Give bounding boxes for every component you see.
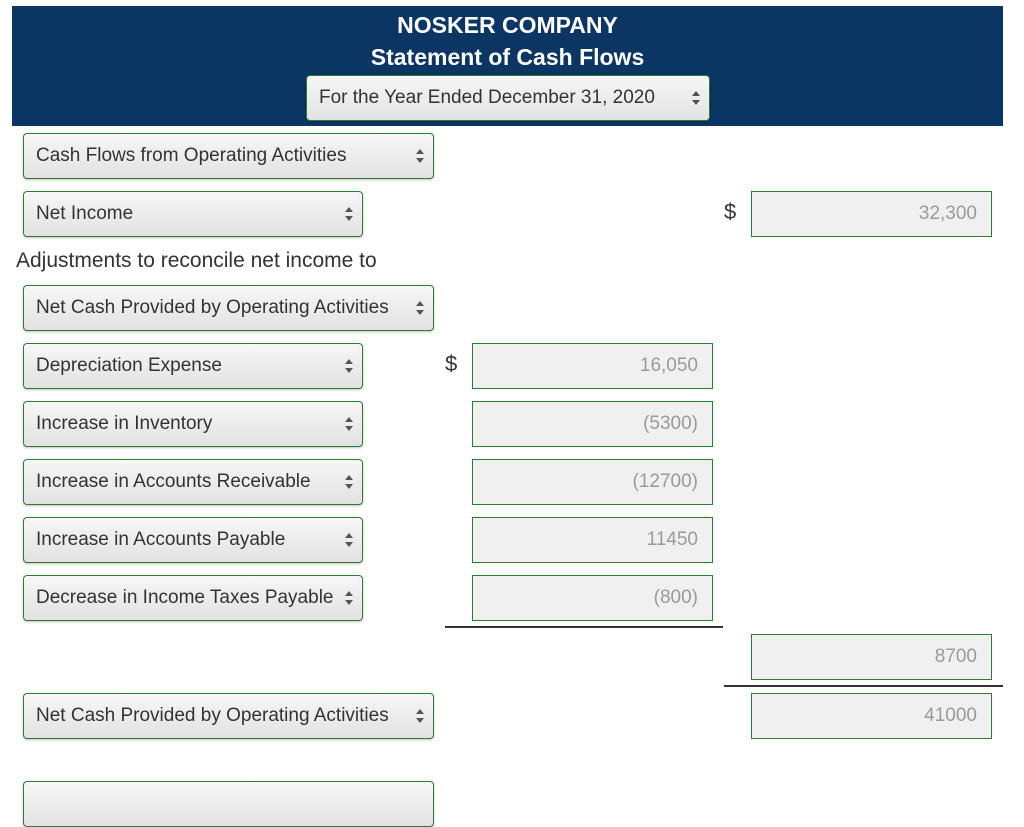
adjustment-select-depreciation[interactable]: Depreciation Expense xyxy=(23,343,363,389)
adjustments-select[interactable]: Net Cash Provided by Operating Activitie… xyxy=(23,285,434,331)
period-select-label: For the Year Ended December 31, 2020 xyxy=(319,87,655,108)
adjustment-select-income-taxes[interactable]: Decrease in Income Taxes Payable xyxy=(23,575,363,621)
section-select-label: Cash Flows from Operating Activities xyxy=(36,145,347,166)
updown-caret-icon xyxy=(416,301,424,315)
adjustment-select-label: Decrease in Income Taxes Payable xyxy=(36,587,334,608)
adjustment-select-inventory[interactable]: Increase in Inventory xyxy=(23,401,363,447)
adjustments-text: Adjustments to reconcile net income to xyxy=(16,249,377,272)
adjustment-select-label: Increase in Accounts Receivable xyxy=(36,471,311,492)
updown-caret-icon xyxy=(416,709,424,723)
net-income-select[interactable]: Net Income xyxy=(23,191,363,237)
net-cash-select[interactable]: Net Cash Provided by Operating Activitie… xyxy=(23,693,434,739)
adjustment-input-inventory[interactable]: (5300) xyxy=(472,401,713,447)
net-income-input[interactable]: 32,300 xyxy=(751,191,992,237)
updown-caret-icon xyxy=(345,417,353,431)
net-cash-input[interactable]: 41000 xyxy=(751,693,992,739)
adjustment-input-income-taxes[interactable]: (800) xyxy=(472,575,713,621)
updown-caret-icon xyxy=(345,591,353,605)
adjustment-select-payable[interactable]: Increase in Accounts Payable xyxy=(23,517,363,563)
next-row-select[interactable] xyxy=(23,781,434,827)
updown-caret-icon xyxy=(345,207,353,221)
adjustment-select-label: Increase in Inventory xyxy=(36,413,213,434)
period-select[interactable]: For the Year Ended December 31, 2020 xyxy=(306,75,710,121)
dollar-sign: $ xyxy=(724,199,737,224)
adjustments-select-label: Net Cash Provided by Operating Activitie… xyxy=(36,297,389,318)
updown-caret-icon xyxy=(345,359,353,373)
dollar-sign: $ xyxy=(445,351,458,376)
total-adjustments-input[interactable]: 8700 xyxy=(751,634,992,680)
adjustment-select-label: Depreciation Expense xyxy=(36,355,222,376)
updown-caret-icon xyxy=(416,149,424,163)
total-rule xyxy=(724,685,1003,687)
adjustment-input-depreciation[interactable]: 16,050 xyxy=(472,343,713,389)
updown-caret-icon xyxy=(692,91,700,105)
adjustment-select-label: Increase in Accounts Payable xyxy=(36,529,286,550)
net-income-select-label: Net Income xyxy=(36,203,134,224)
subtotal-rule xyxy=(445,626,723,628)
section-select[interactable]: Cash Flows from Operating Activities xyxy=(23,133,434,179)
adjustment-input-receivable[interactable]: (12700) xyxy=(472,459,713,505)
statement-title: Statement of Cash Flows xyxy=(370,44,645,70)
updown-caret-icon xyxy=(345,533,353,547)
adjustment-input-payable[interactable]: 11450 xyxy=(472,517,713,563)
updown-caret-icon xyxy=(345,475,353,489)
net-cash-select-label: Net Cash Provided by Operating Activitie… xyxy=(36,705,389,726)
adjustment-select-receivable[interactable]: Increase in Accounts Receivable xyxy=(23,459,363,505)
company-name: NOSKER COMPANY xyxy=(397,12,618,38)
